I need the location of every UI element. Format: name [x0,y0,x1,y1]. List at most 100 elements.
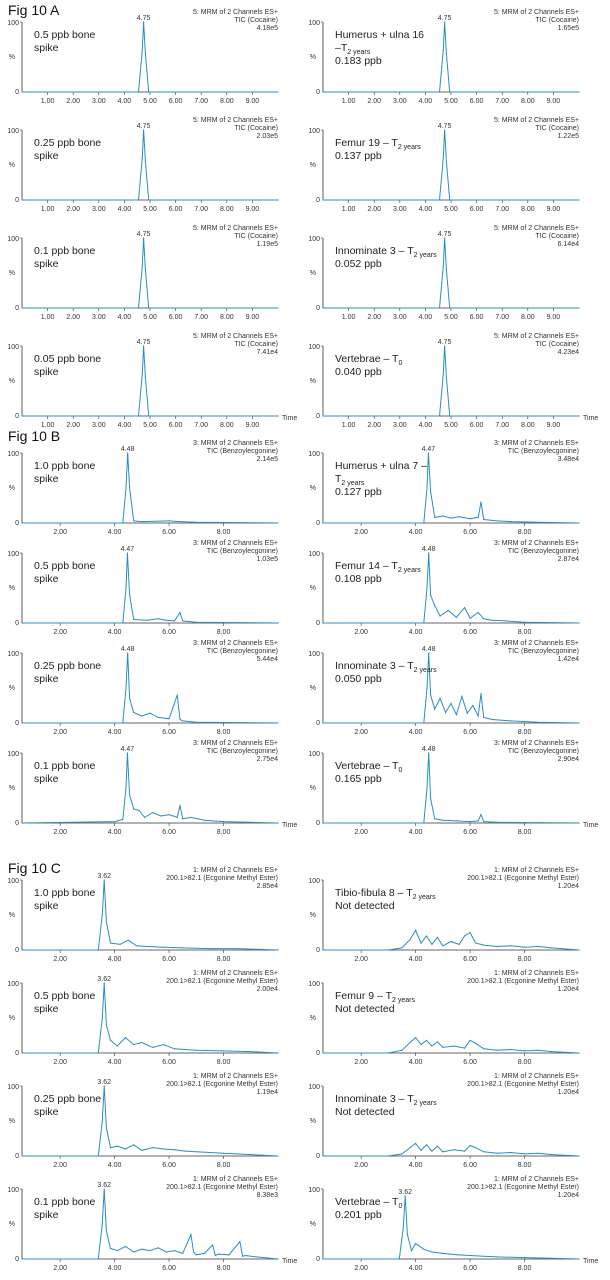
data-point [148,91,150,93]
x-tick-label: 8.00 [521,98,535,105]
data-point [426,687,428,689]
data-point [474,1042,477,1044]
x-tick-label: 6.00 [162,1265,176,1272]
x-tick-label: 8.00 [217,1059,231,1066]
x-tick-label: 8.00 [217,1265,231,1272]
compound-label: 200.1>82.1 (Ecgonine Methyl Ester) [166,1081,278,1088]
data-point [496,520,498,522]
data-point [444,711,447,714]
data-point [438,307,441,309]
sample-label-main: Innominate 3 – T [335,1093,414,1105]
data-point [464,607,466,609]
data-point [322,1155,324,1157]
data-point [423,522,425,524]
x-tick-label: 3.00 [92,422,106,429]
data-point [458,516,460,518]
sample-label: 0.052 ppb [335,258,382,270]
data-point [480,501,482,503]
y-axis-unit: % [9,270,15,277]
compound-label: TIC (Benzoylecgonine) [207,448,278,455]
x-tick-label: 2.00 [53,729,67,736]
data-point [406,1233,409,1236]
sample-label: Humerus + ulna 7 – [335,460,427,472]
data-point [127,452,129,454]
x-tick-label: 7.00 [495,422,509,429]
x-tick-label: 4.00 [108,1162,122,1169]
x-axis-title: Time [583,822,598,829]
x-tick-label: 4.00 [419,314,433,321]
data-point [149,1250,151,1252]
data-point [496,821,498,823]
x-tick-label: 6.00 [169,314,183,321]
y-tick-label-min: 0 [316,820,320,827]
data-point [116,1250,118,1252]
data-point [122,818,124,821]
sample-label: spike [34,42,59,54]
data-point [163,1044,165,1046]
figure-label-b: Fig 10 B [8,428,61,444]
compound-label: TIC (Benzoylecgonine) [508,748,579,755]
x-tick-label: 2.00 [354,1265,368,1272]
x-tick-label: 5.00 [444,422,458,429]
channel-label: 1: MRM of 2 Channels ES+ [193,1176,278,1183]
sample-label: Humerus + ulna 16 [335,29,424,41]
peak-label: 3.62 [97,873,111,880]
data-point [109,1039,112,1041]
data-point [105,1230,108,1232]
x-tick-label: 4.00 [419,98,433,105]
peak-label: 4.75 [438,231,452,238]
data-point [195,1049,197,1051]
y-tick-label-max: 100 [308,751,320,758]
y-tick-label-min: 0 [15,947,19,954]
data-point [442,49,444,51]
peak-label: 4.47 [422,446,436,453]
channel-label: 1: MRM of 2 Channels ES+ [494,867,579,874]
chromatogram-panel: 100 0% 1.00 2.00 3.00 4.00 5.00 6.00 7.00 8.00 9.0… [308,333,598,429]
compound-label: TIC (Cocaine) [535,17,579,24]
x-tick-label: 2.00 [53,529,67,536]
data-point [113,821,116,823]
data-point [182,720,184,722]
data-point [97,949,99,951]
data-point [404,1195,406,1197]
x-tick-label: 9.00 [246,206,260,213]
x-tick-label: 6.00 [463,1059,477,1066]
x-tick-label: 4.00 [118,206,132,213]
intensity-label: 1.22e5 [558,133,580,140]
sample-label-main: Innominate 3 – T [335,245,414,257]
data-point [578,1258,580,1260]
channel-label: 1: MRM of 2 Channels ES+ [193,867,278,874]
data-point [496,1256,498,1258]
chromatogram-panel: 100 0% 2.00 4.00 6.00 8.00 3: MRM of 2 Channel… [7,540,279,636]
x-tick-label: 8.00 [220,314,234,321]
data-point [450,517,452,519]
data-point [442,945,444,947]
y-tick-label-max: 100 [7,981,19,988]
data-point [21,91,23,93]
peak-label: 3.62 [398,1189,412,1196]
sample-label-subscript: 2 years [398,567,421,574]
data-point [277,1258,279,1260]
data-point [477,516,479,519]
data-point [445,376,447,379]
data-point [322,415,324,417]
data-point [165,1251,167,1253]
data-point [429,490,432,493]
data-point [173,1250,176,1252]
data-point [146,619,148,621]
data-point [250,1051,252,1053]
data-point [496,1049,498,1051]
data-point [184,1150,187,1152]
y-axis-unit: % [9,54,15,61]
data-point [578,949,580,951]
chromatogram-panel: 100 0% 2.00 4.00 6.00 8.00 Time 3: MRM of 2 Cha… [7,740,297,836]
channel-label: 5: MRM of 2 Channels ES+ [193,117,278,124]
x-tick-label: 4.00 [108,1059,122,1066]
x-axis-title: Time [583,1258,598,1265]
data-point [103,879,105,881]
data-point [423,722,425,724]
data-point [523,1050,526,1052]
data-point [122,722,124,724]
sample-label-subscript: 2 years [392,997,415,1004]
